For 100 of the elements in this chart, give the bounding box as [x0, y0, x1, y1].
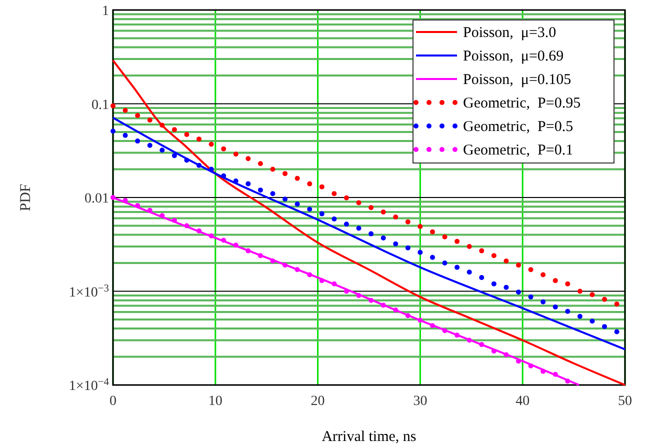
point: [356, 200, 362, 206]
point: [221, 173, 226, 178]
point: [380, 302, 386, 308]
point: [418, 318, 423, 323]
point: [294, 202, 300, 207]
point: [208, 166, 214, 172]
y-tick-label: 1×10$^{−3}$: [68, 282, 109, 300]
point: [221, 146, 226, 152]
point: [184, 223, 190, 228]
line-series: [112, 196, 580, 386]
point: [491, 253, 496, 258]
point: [479, 275, 484, 280]
point: [172, 218, 177, 223]
point: [172, 153, 177, 158]
point: [393, 241, 398, 246]
point: [332, 216, 337, 222]
point: [430, 229, 435, 234]
point: [110, 195, 116, 200]
line-series: [112, 116, 626, 350]
y-tick-label: 1×10$^{−4}$: [68, 376, 110, 394]
point: [172, 127, 177, 132]
point: [184, 158, 190, 163]
point: [221, 238, 226, 243]
point: [307, 206, 312, 212]
point: [258, 188, 263, 193]
x-tick-label: 40: [516, 394, 530, 409]
point: [418, 250, 423, 255]
point: [147, 208, 152, 213]
point: [516, 262, 522, 268]
legend-label: Geometric, P=0.1: [463, 142, 574, 158]
point: [160, 122, 165, 128]
point: [577, 288, 582, 294]
point: [528, 363, 534, 368]
legend-label: Poisson, μ=3.0: [463, 25, 556, 41]
point: [504, 258, 509, 264]
x-tick-label: 20: [310, 394, 325, 409]
point: [405, 219, 410, 224]
y-tick-label: 0.01: [84, 192, 109, 206]
point: [356, 226, 362, 231]
point: [540, 272, 546, 278]
y-axis-title: PDF: [18, 184, 34, 212]
point: [516, 358, 522, 364]
point: [454, 264, 460, 270]
legend-label: Geometric, P=0.5: [463, 119, 574, 135]
point: [430, 323, 435, 328]
y-tick-label: 0.1: [92, 98, 109, 113]
point: [479, 248, 484, 254]
point: [135, 203, 140, 208]
point: [540, 299, 546, 304]
point: [368, 205, 374, 210]
x-tick-label: 10: [208, 394, 222, 409]
point: [528, 294, 534, 300]
point: [454, 332, 460, 338]
point: [110, 103, 116, 108]
x-tick-label: 30: [413, 394, 428, 409]
point: [442, 234, 448, 240]
point: [122, 108, 128, 113]
point: [184, 132, 190, 137]
point: [479, 342, 484, 348]
point: [442, 260, 448, 266]
point: [160, 148, 165, 153]
point: [233, 242, 238, 248]
point: [430, 254, 435, 260]
point: [577, 314, 582, 319]
point: [196, 136, 202, 142]
point: [602, 324, 608, 330]
point: [405, 245, 410, 250]
point: [246, 248, 251, 254]
point: [319, 278, 324, 284]
point: [122, 132, 128, 138]
point: [233, 178, 238, 184]
point: [516, 290, 522, 295]
point: [344, 288, 349, 294]
y-tick-label: 1: [102, 4, 109, 19]
point: [552, 372, 558, 377]
point: [491, 281, 496, 286]
legend-label: Poisson, μ=0.105: [463, 72, 572, 88]
point: [282, 196, 288, 202]
point: [196, 162, 202, 168]
point: [110, 128, 116, 134]
point: [565, 308, 570, 314]
point: [208, 233, 214, 238]
point: [147, 118, 152, 123]
point: [258, 253, 263, 258]
point: [319, 211, 324, 216]
point: [270, 191, 276, 196]
point: [565, 281, 570, 286]
legend-label: Geometric, P=0.95: [463, 96, 581, 112]
point: [614, 329, 620, 334]
point: [196, 228, 202, 234]
point: [344, 222, 349, 227]
point: [393, 308, 398, 313]
legend-label: Poisson, μ=0.69: [463, 48, 564, 64]
point: [418, 224, 423, 230]
point: [147, 142, 152, 148]
point: [466, 244, 472, 250]
point: [368, 298, 374, 303]
point: [380, 210, 386, 215]
point: [491, 348, 496, 354]
point: [246, 156, 251, 162]
